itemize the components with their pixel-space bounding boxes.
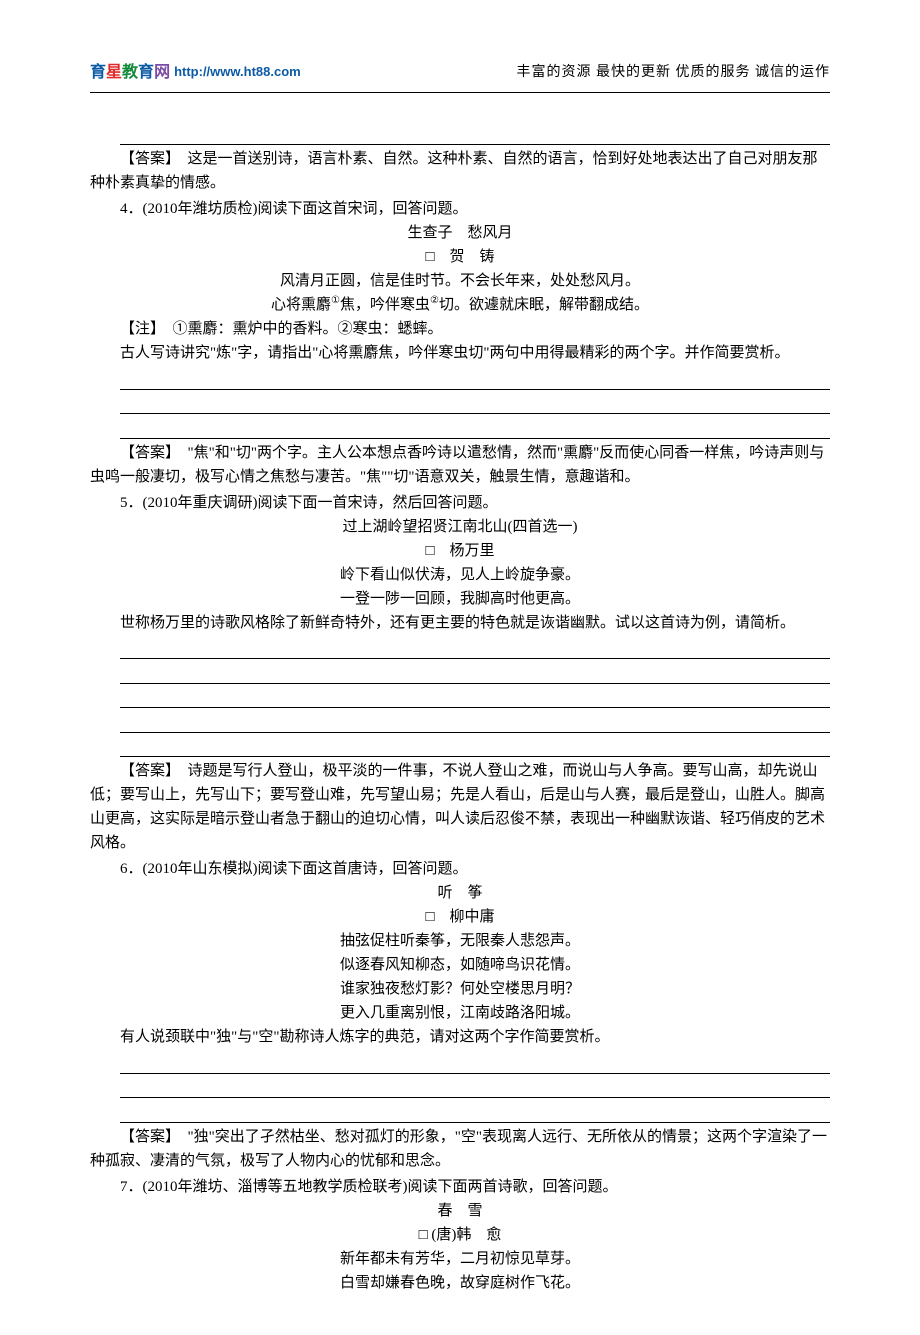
poem-author: □ 柳中庸 [90,905,830,929]
answer-blank-line [120,1051,830,1074]
page-header: 育星教育网 http://www.ht88.com 丰富的资源 最快的更新 优质… [90,60,830,93]
poem-title: 春 雪 [90,1199,830,1223]
logo-char: 育 [138,64,154,81]
answer-text: 诗题是写行人登山，极平淡的一件事，不说人登山之难，而说山与人争高。要写山高，却先… [90,763,825,851]
poem-title: 过上湖岭望招贤江南北山(四首选一) [90,515,830,539]
answer-blank-line [120,710,830,733]
poem-line: 更入几重离别恨，江南歧路洛阳城。 [90,1001,830,1025]
answer-blank-line [120,123,830,146]
poem-title-main: 过上湖岭望招贤江南北山 [342,519,507,535]
question-stem: 7．(2010年潍坊、淄博等五地教学质检联考)阅读下面两首诗歌，回答问题。 [90,1175,830,1199]
poem-fragment: 切。欲遽就床眠，解带翻成结。 [439,297,649,313]
poem-line: 抽弦促柱听秦筝，无限秦人悲怨声。 [90,929,830,953]
answer-block: 【答案】 "独"突出了孑然枯坐、愁对孤灯的形象，"空"表现离人远行、无所依从的情… [90,1125,830,1173]
logo-text: 育星教育网 [90,60,170,86]
answer-text: "焦"和"切"两个字。主人公本想点香吟诗以遣愁情，然而"熏麝"反而使心同香一样焦… [90,445,824,485]
answer-block: 【答案】 诗题是写行人登山，极平淡的一件事，不说人登山之难，而说山与人争高。要写… [90,759,830,855]
poem-line: 心将熏麝①焦，吟伴寒虫②切。欲遽就床眠，解带翻成结。 [90,293,830,317]
answer-blank-line [120,735,830,758]
footnote-marker: ② [430,295,439,306]
question-prompt: 有人说颈联中"独"与"空"勘称诗人炼字的典范，请对这两个字作简要赏析。 [90,1025,830,1049]
logo-url: http://www.ht88.com [174,62,301,83]
poem-line: 似逐春风知柳态，如随啼鸟识花情。 [90,953,830,977]
poem-title: 听 筝 [90,881,830,905]
note-label: 【注】 [120,321,158,337]
question-prompt: 世称杨万里的诗歌风格除了新鲜奇特外，还有更主要的特色就是诙谐幽默。试以这首诗为例… [90,611,830,635]
answer-label: 【答案】 [120,151,173,167]
note-text: ①熏麝：熏炉中的香料。②寒虫：蟋蟀。 [158,321,443,337]
answer-blank-line [120,661,830,684]
answer-block: 【答案】 这是一首送别诗，语言朴素、自然。这种朴素、自然的语言，恰到好处地表达出… [90,147,830,195]
answer-blank-line [120,637,830,660]
poem-line: 谁家独夜愁灯影？何处空楼思月明？ [90,977,830,1001]
answer-text: "独"突出了孑然枯坐、愁对孤灯的形象，"空"表现离人远行、无所依从的情景；这两个… [90,1129,827,1169]
answer-blank-line [120,1076,830,1099]
answer-block: 【答案】 "焦"和"切"两个字。主人公本想点香吟诗以遣愁情，然而"熏麝"反而使心… [90,441,830,489]
answer-label: 【答案】 [120,1129,173,1145]
note-block: 【注】 ①熏麝：熏炉中的香料。②寒虫：蟋蟀。 [90,317,830,341]
logo-char: 星 [106,64,122,81]
logo-char: 教 [122,64,138,81]
answer-blank-line [120,392,830,415]
question-stem: 4．(2010年潍坊质检)阅读下面这首宋词，回答问题。 [90,197,830,221]
poem-title-sub: (四首选一) [508,519,578,535]
footnote-marker: ① [331,295,340,306]
logo-area: 育星教育网 http://www.ht88.com [90,60,301,86]
poem-author: □ (唐)韩 愈 [90,1223,830,1247]
answer-text: 这是一首送别诗，语言朴素、自然。这种朴素、自然的语言，恰到好处地表达出了自己对朋… [90,151,818,191]
answer-blank-line [120,1100,830,1123]
poem-line: 一登一陟一回顾，我脚高时他更高。 [90,587,830,611]
answer-label: 【答案】 [120,445,173,461]
question-stem: 6．(2010年山东模拟)阅读下面这首唐诗，回答问题。 [90,857,830,881]
poem-fragment: 焦，吟伴寒虫 [340,297,430,313]
poem-title: 生查子 愁风月 [90,221,830,245]
question-prompt: 古人写诗讲究"炼"字，请指出"心将熏麝焦，吟伴寒虫切"两句中用得最精彩的两个字。… [90,341,830,365]
poem-line: 风清月正圆，信是佳时节。不会长年来，处处愁风月。 [90,269,830,293]
answer-blank-line [120,416,830,439]
poem-line: 新年都未有芳华，二月初惊见草芽。 [90,1247,830,1271]
answer-blank-line [120,367,830,390]
question-stem: 5．(2010年重庆调研)阅读下面一首宋诗，然后回答问题。 [90,491,830,515]
header-slogan: 丰富的资源 最快的更新 优质的服务 诚信的运作 [517,62,831,84]
poem-line: 岭下看山似伏涛，见人上岭旋争豪。 [90,563,830,587]
poem-fragment: 心将熏麝 [271,297,331,313]
logo-char: 育 [90,64,106,81]
poem-author: □ 贺 铸 [90,245,830,269]
answer-blank-line [120,686,830,709]
poem-line: 白雪却嫌春色晚，故穿庭树作飞花。 [90,1271,830,1295]
poem-author: □ 杨万里 [90,539,830,563]
answer-label: 【答案】 [120,763,173,779]
logo-char: 网 [154,64,170,81]
